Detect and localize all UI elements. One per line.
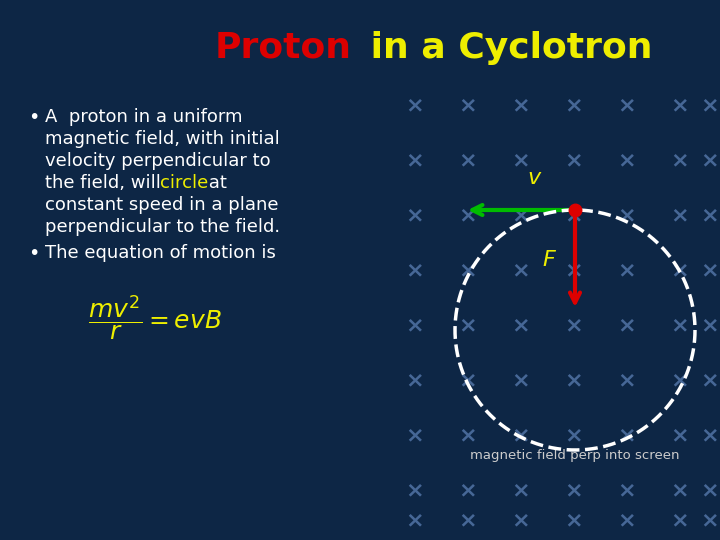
Text: ×: × [405,370,424,390]
Text: ×: × [564,205,583,225]
Text: ×: × [564,510,583,530]
Text: ×: × [671,150,689,170]
Text: ×: × [564,480,583,500]
Text: ×: × [459,205,477,225]
Text: ×: × [564,425,583,445]
Text: ×: × [701,260,719,280]
Text: ×: × [701,95,719,115]
Text: ×: × [405,260,424,280]
Text: magnetic field perp into screen: magnetic field perp into screen [470,449,680,462]
Text: ×: × [564,95,583,115]
Text: ×: × [512,205,531,225]
Text: ×: × [671,370,689,390]
Text: velocity perpendicular to: velocity perpendicular to [45,152,271,170]
Text: magnetic field, with initial: magnetic field, with initial [45,130,280,148]
Text: ×: × [459,510,477,530]
Text: ×: × [564,260,583,280]
Text: ×: × [564,370,583,390]
Text: ×: × [618,510,636,530]
Text: •: • [28,244,40,263]
Text: ×: × [459,370,477,390]
Text: constant speed in a plane: constant speed in a plane [45,196,279,214]
Text: ×: × [405,480,424,500]
Text: at: at [203,174,228,192]
Text: ×: × [405,205,424,225]
Text: $\it{v}$: $\it{v}$ [527,168,543,188]
Text: ×: × [701,425,719,445]
Text: ×: × [671,425,689,445]
Text: ×: × [701,205,719,225]
Text: ×: × [701,315,719,335]
Text: ×: × [671,315,689,335]
Text: in a Cyclotron: in a Cyclotron [358,31,652,65]
Text: ×: × [405,95,424,115]
Text: ×: × [512,315,531,335]
Text: A  proton in a uniform: A proton in a uniform [45,108,243,126]
Text: ×: × [618,425,636,445]
Text: •: • [28,108,40,127]
Text: ×: × [459,315,477,335]
Text: ×: × [618,205,636,225]
Text: ×: × [671,510,689,530]
Text: ×: × [618,480,636,500]
Text: ×: × [564,150,583,170]
Text: ×: × [512,370,531,390]
Text: ×: × [405,425,424,445]
Text: ×: × [512,95,531,115]
Text: ×: × [701,510,719,530]
Text: ×: × [405,150,424,170]
Text: ×: × [671,480,689,500]
Text: ×: × [459,480,477,500]
Text: ×: × [564,315,583,335]
Text: ×: × [701,370,719,390]
Text: ×: × [618,370,636,390]
Text: The equation of motion is: The equation of motion is [45,244,276,262]
Text: perpendicular to the field.: perpendicular to the field. [45,218,280,236]
Text: ×: × [618,260,636,280]
Text: circle: circle [160,174,209,192]
Text: ×: × [671,205,689,225]
Text: $\dfrac{mv^2}{r} = evB$: $\dfrac{mv^2}{r} = evB$ [88,294,222,343]
Text: ×: × [405,510,424,530]
Text: ×: × [459,150,477,170]
Text: ×: × [671,260,689,280]
Text: Proton: Proton [215,31,352,65]
Text: ×: × [512,150,531,170]
Text: ×: × [405,315,424,335]
Text: ×: × [618,150,636,170]
Text: ×: × [512,480,531,500]
Text: ×: × [459,95,477,115]
Text: ×: × [701,480,719,500]
Text: the field, will: the field, will [45,174,166,192]
Text: ×: × [618,315,636,335]
Text: ×: × [459,425,477,445]
Text: ×: × [701,150,719,170]
Text: ×: × [512,425,531,445]
Text: ×: × [459,260,477,280]
Text: ×: × [618,95,636,115]
Text: ×: × [512,510,531,530]
Text: ×: × [671,95,689,115]
Text: $\it{F}$: $\it{F}$ [542,250,557,270]
Text: ×: × [512,260,531,280]
